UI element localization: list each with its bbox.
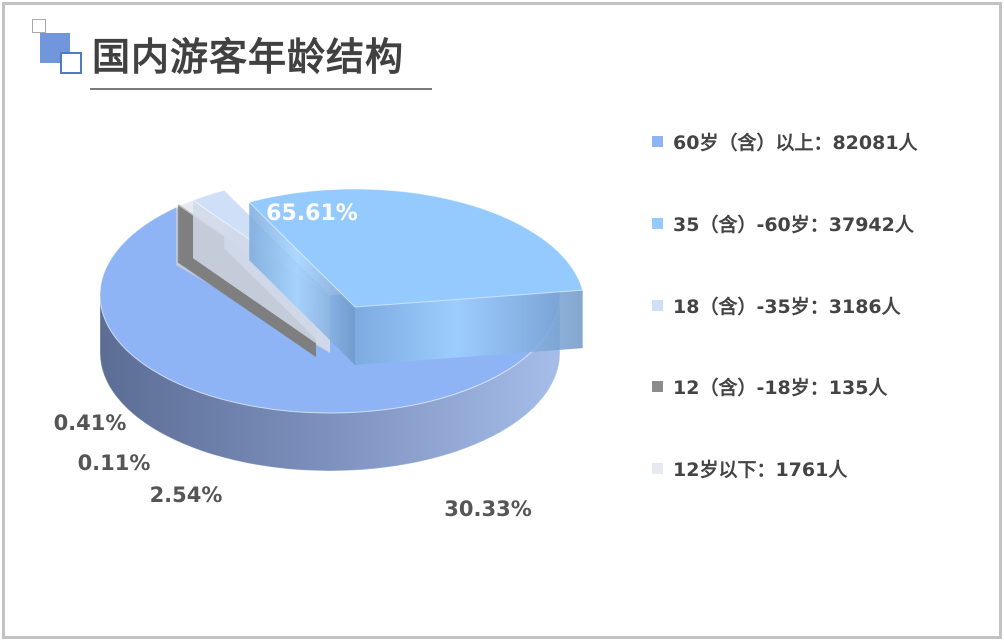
legend-swatch — [652, 300, 663, 311]
legend-label: 60岁（含）以上：82081人 — [673, 132, 918, 154]
data-label-60-plus: 65.61% — [266, 201, 358, 226]
legend-label: 12岁以下：1761人 — [673, 459, 848, 481]
legend-swatch — [652, 381, 663, 392]
data-label-12-18: 0.11% — [78, 451, 151, 475]
slice-35-60-top — [248, 188, 584, 308]
data-label-35-60: 30.33% — [444, 497, 531, 521]
title-decoration-small-square — [32, 19, 46, 33]
legend-swatch — [652, 463, 663, 474]
legend-swatch — [652, 136, 663, 147]
slice-35-60-cut-face — [249, 202, 355, 365]
legend-item-60-plus: 60岁（含）以上：82081人 — [652, 128, 918, 155]
legend-label: 12（含）-18岁：135人 — [673, 377, 888, 399]
legend-item-under-12: 12岁以下：1761人 — [652, 455, 847, 482]
page-title: 国内游客年龄结构 — [92, 35, 405, 79]
legend-item-12-18: 12（含）-18岁：135人 — [652, 373, 887, 400]
title-block: 国内游客年龄结构 — [32, 16, 442, 96]
data-label-18-35: 2.54% — [150, 483, 223, 507]
data-label-under-12: 0.41% — [54, 411, 127, 435]
legend-swatch — [652, 218, 663, 229]
legend-item-18-35: 18（含）-35岁：3186人 — [652, 292, 901, 319]
legend-label: 35（含）-60岁：37942人 — [673, 214, 914, 236]
legend-item-35-60: 35（含）-60岁：37942人 — [652, 210, 914, 237]
title-decoration-outline-square — [60, 52, 82, 74]
legend-label: 18（含）-35岁：3186人 — [673, 296, 901, 318]
title-underline — [90, 88, 432, 90]
slice-35-60-group — [248, 188, 584, 365]
slice-35-60-cut-face — [355, 290, 583, 365]
